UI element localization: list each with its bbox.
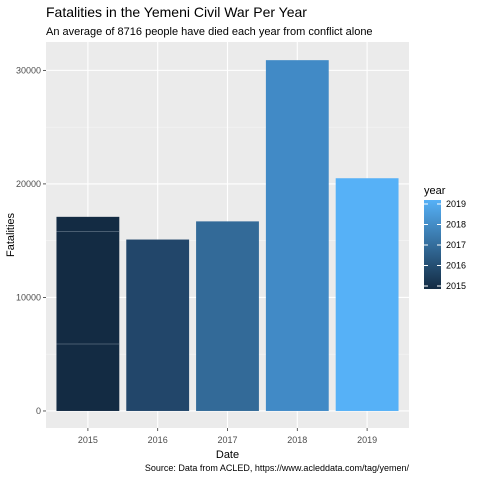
y-axis-title: Fatalities <box>5 212 17 257</box>
bar-2016 <box>126 239 190 411</box>
y-tick-label: 20000 <box>16 179 41 189</box>
y-tick-label: 30000 <box>16 65 41 75</box>
legend-label: 2016 <box>446 261 466 271</box>
x-axis: 2015 2016 2017 2018 2019 <box>78 428 377 445</box>
y-axis: 0 10000 20000 30000 <box>16 65 46 416</box>
legend-title: year <box>424 185 446 197</box>
x-tick-label: 2016 <box>148 435 168 445</box>
legend-label: 2018 <box>446 220 466 230</box>
x-tick-label: 2018 <box>287 435 307 445</box>
y-tick-label: 10000 <box>16 292 41 302</box>
legend-label: 2017 <box>446 240 466 250</box>
legend: year 2019 2018 2017 2016 2015 <box>424 185 466 291</box>
bar-2018 <box>265 60 329 411</box>
x-axis-title: Date <box>216 449 239 461</box>
legend-colorbar <box>424 200 441 289</box>
legend-label: 2019 <box>446 199 466 209</box>
bar-2017 <box>196 221 259 411</box>
chart-title: Fatalities in the Yemeni Civil War Per Y… <box>46 4 307 20</box>
bars <box>56 60 399 411</box>
x-tick-label: 2015 <box>78 435 98 445</box>
y-tick-label: 0 <box>36 406 41 416</box>
caption: Source: Data from ACLED, https://www.acl… <box>145 463 410 473</box>
x-tick-label: 2017 <box>217 435 237 445</box>
x-tick-label: 2019 <box>357 435 377 445</box>
legend-label: 2015 <box>446 281 466 291</box>
chart-subtitle: An average of 8716 people have died each… <box>46 26 373 38</box>
bar-2019 <box>335 178 399 411</box>
bar-2015 <box>56 216 120 411</box>
